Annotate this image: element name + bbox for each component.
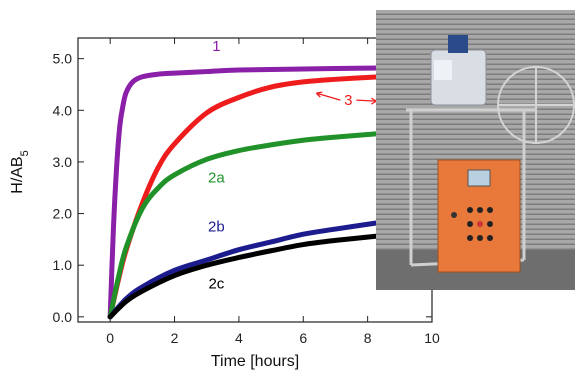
control-cabinet (437, 159, 521, 273)
y-tick-label: 3.0 (53, 154, 73, 170)
hydrogen-storage-apparatus-photo-icon (376, 10, 575, 290)
y-axis-label: H/AB5 (9, 150, 31, 193)
chart-ticks: 0 2 4 6 8 10 0.0 1.0 2.0 3.0 4.0 5.0 (53, 38, 440, 346)
series-label-2c: 2c (208, 275, 224, 292)
annotation-arrow-right (356, 99, 377, 102)
y-tick-label: 1.0 (53, 257, 73, 273)
series-label-2a: 2a (208, 170, 225, 187)
series-line-1 (107, 65, 384, 320)
series-label-2b: 2b (208, 219, 225, 236)
x-tick-label: 0 (106, 330, 114, 346)
y-tick-label: 0.0 (53, 309, 73, 325)
chart-series (107, 65, 384, 320)
series-line-2a (107, 131, 384, 320)
tank-vessel (430, 35, 487, 106)
x-axis-label: Time [hours] (211, 353, 299, 370)
y-tick-label: 2.0 (53, 206, 73, 222)
series-line-2b (107, 219, 384, 320)
x-tick-label: 4 (235, 330, 243, 346)
x-tick-label: 10 (424, 330, 440, 346)
series-label-3: 3 (344, 92, 352, 109)
annotation-arrowhead-right (370, 97, 377, 105)
x-tick-label: 6 (299, 330, 307, 346)
annotation-arrowhead-left (315, 91, 323, 98)
y-axis-label-subscript: 5 (19, 150, 31, 156)
y-tick-label: 5.0 (53, 51, 73, 67)
wheel-reel (497, 66, 575, 144)
y-tick-label: 4.0 (53, 102, 73, 118)
annotation-arrow-left (316, 92, 341, 101)
chart-annotations: 1 3 2a 2b 2c (208, 38, 377, 292)
x-tick-label: 8 (364, 330, 372, 346)
y-axis-label-main: H/AB (9, 156, 26, 193)
series-label-1: 1 (212, 38, 220, 55)
x-tick-label: 2 (171, 330, 179, 346)
series-line-2c (107, 233, 384, 320)
